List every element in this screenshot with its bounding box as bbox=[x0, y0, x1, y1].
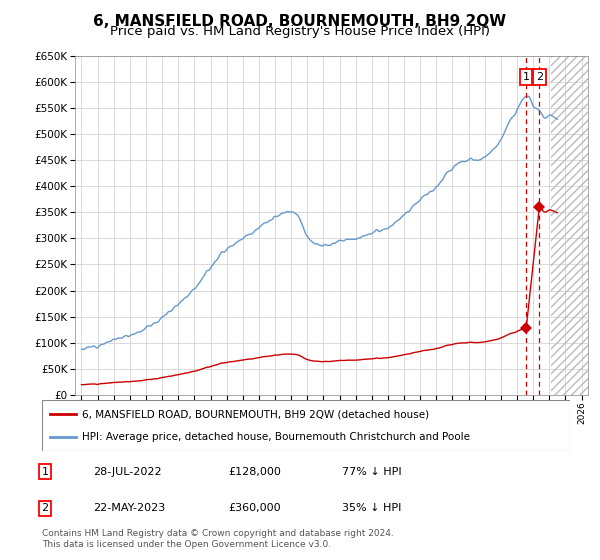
Bar bbox=[551, 56, 588, 395]
Text: 77% ↓ HPI: 77% ↓ HPI bbox=[342, 467, 401, 477]
Text: 6, MANSFIELD ROAD, BOURNEMOUTH, BH9 2QW: 6, MANSFIELD ROAD, BOURNEMOUTH, BH9 2QW bbox=[94, 14, 506, 29]
FancyBboxPatch shape bbox=[42, 400, 570, 451]
Text: 2: 2 bbox=[41, 503, 49, 513]
Text: 35% ↓ HPI: 35% ↓ HPI bbox=[342, 503, 401, 513]
Text: 1: 1 bbox=[523, 72, 530, 82]
Text: 2: 2 bbox=[536, 72, 543, 82]
Text: HPI: Average price, detached house, Bournemouth Christchurch and Poole: HPI: Average price, detached house, Bour… bbox=[82, 432, 470, 442]
Text: £128,000: £128,000 bbox=[228, 467, 281, 477]
Text: 6, MANSFIELD ROAD, BOURNEMOUTH, BH9 2QW (detached house): 6, MANSFIELD ROAD, BOURNEMOUTH, BH9 2QW … bbox=[82, 409, 429, 419]
Text: Contains HM Land Registry data © Crown copyright and database right 2024.
This d: Contains HM Land Registry data © Crown c… bbox=[42, 529, 394, 549]
Text: Price paid vs. HM Land Registry's House Price Index (HPI): Price paid vs. HM Land Registry's House … bbox=[110, 25, 490, 38]
Text: £360,000: £360,000 bbox=[228, 503, 281, 513]
Text: 28-JUL-2022: 28-JUL-2022 bbox=[93, 467, 161, 477]
Text: 1: 1 bbox=[41, 467, 49, 477]
Text: 22-MAY-2023: 22-MAY-2023 bbox=[93, 503, 165, 513]
